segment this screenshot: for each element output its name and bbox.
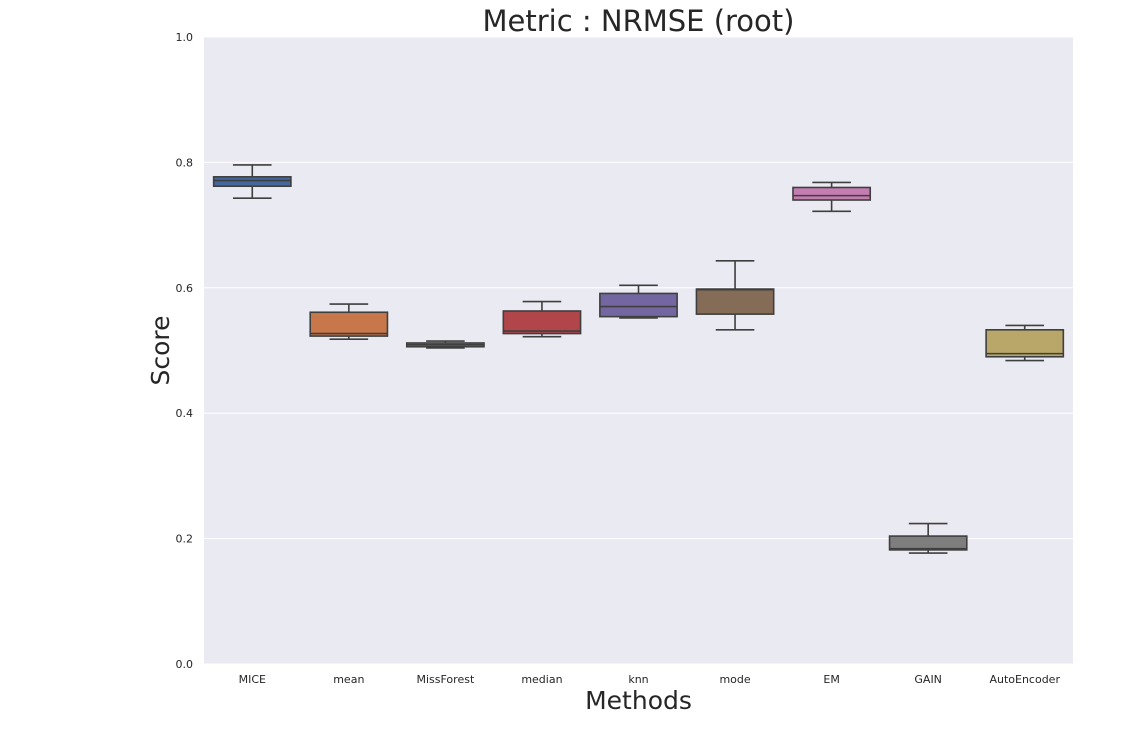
grid-lines xyxy=(204,36,1073,665)
box-mice xyxy=(212,164,292,199)
y-tick-label: 0.4 xyxy=(176,407,194,420)
y-tick-label: 0.6 xyxy=(176,282,194,295)
y-tick-label: 0.8 xyxy=(176,156,194,169)
y-axis-ticks: 0.0 0.2 0.4 0.6 0.8 1.0 xyxy=(176,31,194,671)
box-autoencoder xyxy=(985,324,1065,362)
chart-title: Metric : NRMSE (root) xyxy=(483,4,795,38)
box-median xyxy=(502,300,582,338)
iqr-box xyxy=(695,288,775,315)
x-tick-label: mean xyxy=(333,673,364,686)
y-tick-label: 1.0 xyxy=(176,31,194,44)
box-em xyxy=(792,181,872,213)
x-axis-label: Methods xyxy=(585,686,692,715)
iqr-box xyxy=(502,310,582,335)
plot-area xyxy=(204,37,1073,664)
iqr-box xyxy=(985,329,1065,358)
x-tick-label: mode xyxy=(719,673,750,686)
y-tick-label: 0.0 xyxy=(176,658,194,671)
x-tick-label: median xyxy=(521,673,562,686)
y-tick-label: 0.2 xyxy=(176,533,194,546)
box-series xyxy=(212,164,1065,554)
box-gain xyxy=(888,522,968,554)
iqr-box xyxy=(792,186,872,201)
iqr-box xyxy=(212,176,292,188)
x-tick-label: GAIN xyxy=(914,673,942,686)
iqr-box xyxy=(599,292,678,318)
x-tick-label: MissForest xyxy=(416,673,474,686)
box-missforest xyxy=(405,340,485,349)
box-mode xyxy=(695,260,775,331)
x-tick-label: AutoEncoder xyxy=(989,673,1060,686)
x-tick-label: knn xyxy=(628,673,648,686)
x-tick-label: EM xyxy=(823,673,839,686)
x-axis-ticks: MICE mean MissForest median knn mode EM GAIN Aut… xyxy=(239,673,1061,686)
box-knn xyxy=(599,284,678,319)
y-axis-label: Score xyxy=(146,315,175,385)
box-mean xyxy=(309,303,389,341)
x-tick-label: MICE xyxy=(239,673,266,686)
iqr-box xyxy=(309,311,389,337)
iqr-box xyxy=(888,535,968,551)
